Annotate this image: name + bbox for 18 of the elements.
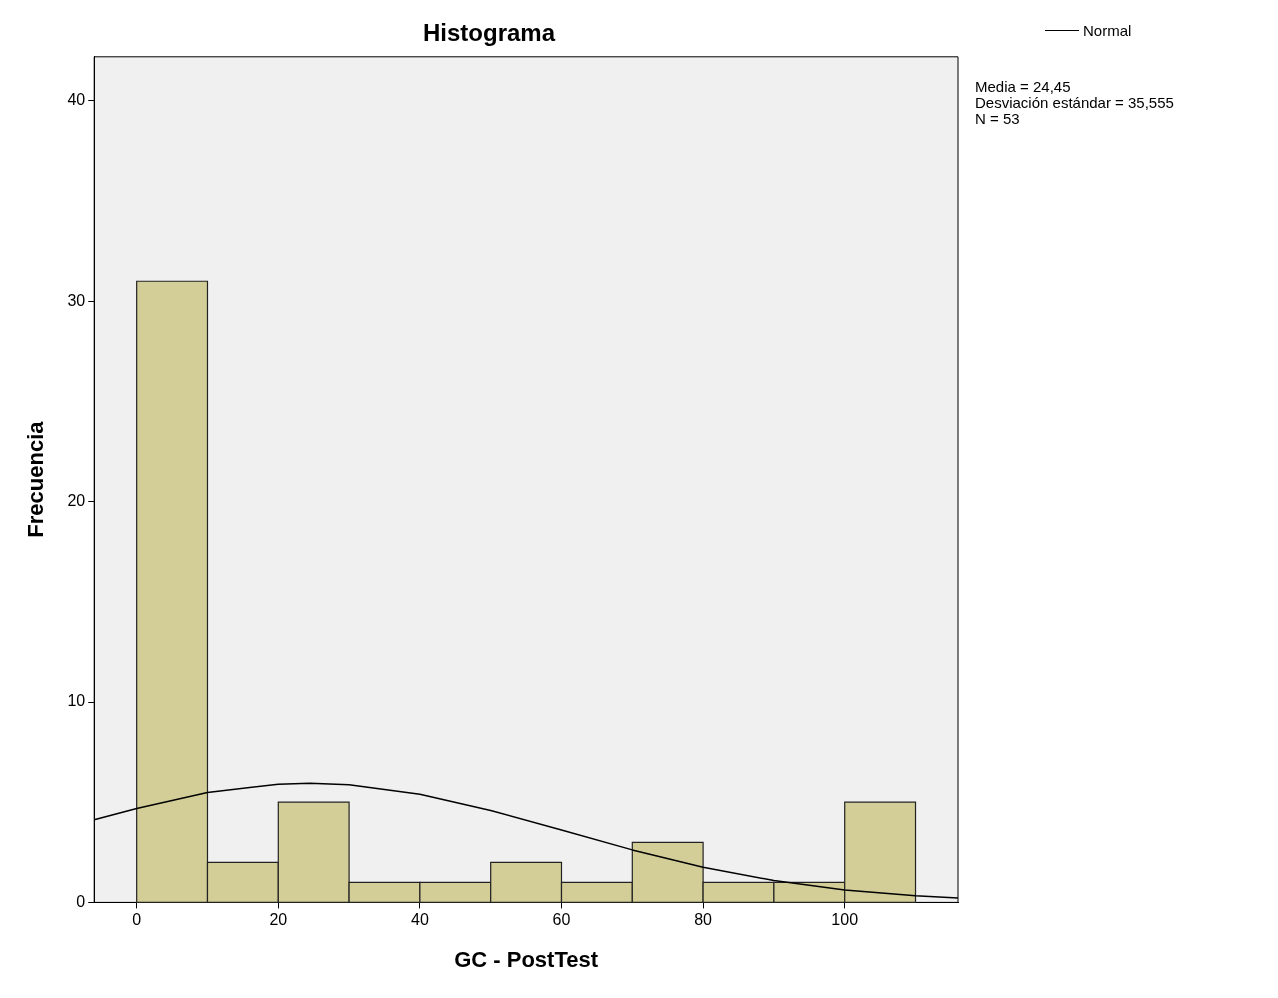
y-axis-title: Frecuencia <box>23 420 49 538</box>
text: Desviación estándar = 35,555 <box>975 94 1174 111</box>
y-tick-label: 0 <box>76 892 86 910</box>
y-tick-label: 40 <box>67 91 86 109</box>
x-tick-label: 60 <box>552 911 571 929</box>
x-tick-label: 40 <box>410 911 429 929</box>
text: N = 53 <box>975 110 1021 127</box>
y-tick-label: 30 <box>67 291 86 309</box>
x-tick-label: 80 <box>694 911 713 929</box>
y-tick-label: 10 <box>67 692 86 710</box>
x-tick-label: 100 <box>831 911 859 929</box>
text: Media = 24,45 <box>975 78 1072 95</box>
legend-label: Normal <box>1083 22 1132 39</box>
x-axis-title: GC - PostTest <box>454 946 599 972</box>
chart-title: Histograma <box>422 19 556 47</box>
x-tick-label: 20 <box>269 911 288 929</box>
y-tick-label: 20 <box>67 492 86 510</box>
x-tick-label: 0 <box>132 911 142 929</box>
